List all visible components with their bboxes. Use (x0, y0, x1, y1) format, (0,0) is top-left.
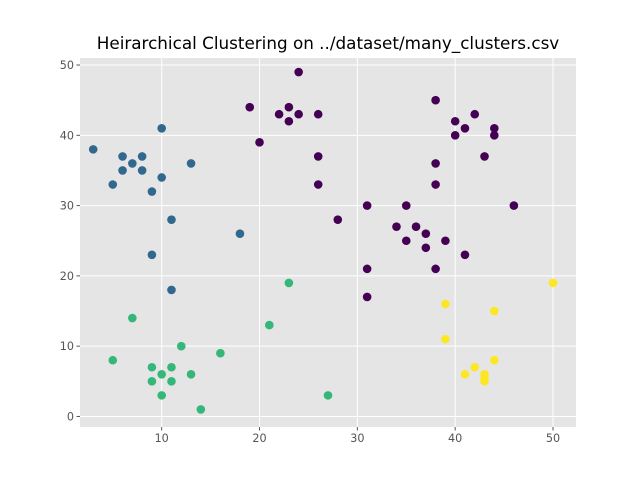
data-point-cluster-1 (480, 152, 489, 161)
data-point-cluster-2 (108, 180, 118, 189)
data-point-cluster-4 (460, 369, 470, 379)
data-point-cluster-2 (118, 152, 127, 161)
y-tick-label: 20 (60, 270, 74, 283)
data-point-cluster-1 (401, 236, 411, 246)
data-point-cluster-1 (431, 180, 440, 189)
y-tick-label: 50 (60, 59, 74, 72)
y-tick-label: 30 (60, 200, 74, 213)
x-tick-label: 10 (155, 432, 169, 445)
data-point-cluster-1 (411, 222, 421, 231)
data-point-cluster-1 (362, 201, 372, 210)
data-point-cluster-3 (167, 362, 176, 372)
data-point-cluster-1 (284, 116, 294, 126)
data-point-cluster-2 (167, 215, 176, 224)
data-point-cluster-2 (157, 173, 166, 182)
data-point-cluster-4 (490, 306, 499, 316)
data-point-cluster-1 (460, 250, 470, 260)
y-tick-label: 40 (60, 129, 74, 142)
x-axis: 10 20 30 40 50 (155, 427, 560, 445)
data-point-cluster-3 (108, 355, 118, 365)
data-point-cluster-2 (147, 250, 157, 260)
data-point-cluster-3 (196, 405, 206, 414)
data-point-cluster-2 (147, 187, 157, 196)
data-point-cluster-1 (490, 131, 499, 140)
chart-title: Heirarchical Clustering on ../dataset/ma… (97, 33, 560, 54)
data-point-cluster-2 (128, 159, 137, 168)
data-point-cluster-3 (147, 377, 157, 386)
data-point-cluster-3 (147, 362, 157, 372)
x-tick-label: 30 (350, 432, 364, 445)
data-point-cluster-1 (401, 201, 411, 210)
data-point-cluster-4 (490, 355, 499, 365)
data-point-cluster-2 (167, 285, 176, 295)
x-tick-label: 20 (252, 432, 266, 445)
data-point-cluster-3 (186, 369, 196, 379)
data-point-cluster-1 (450, 116, 460, 126)
data-point-cluster-1 (421, 229, 431, 239)
data-point-cluster-1 (509, 201, 519, 210)
data-point-cluster-1 (255, 138, 264, 147)
data-point-cluster-1 (294, 67, 303, 77)
data-point-cluster-4 (470, 362, 480, 372)
data-point-cluster-2 (137, 152, 147, 161)
data-point-cluster-4 (548, 278, 558, 288)
data-point-cluster-1 (421, 243, 431, 253)
data-point-cluster-1 (431, 264, 440, 274)
data-point-cluster-2 (186, 159, 196, 168)
data-point-cluster-3 (157, 369, 166, 379)
y-tick-label: 10 (60, 340, 74, 353)
data-point-cluster-2 (157, 123, 166, 133)
data-point-cluster-1 (431, 95, 440, 105)
data-point-cluster-1 (313, 180, 323, 189)
data-point-cluster-1 (245, 102, 255, 112)
data-point-cluster-3 (128, 313, 137, 323)
y-tick-label: 0 (67, 410, 74, 423)
data-points (88, 67, 558, 414)
data-point-cluster-1 (490, 123, 499, 133)
data-point-cluster-3 (323, 391, 333, 400)
x-tick-label: 40 (448, 432, 462, 445)
data-point-cluster-1 (284, 102, 294, 112)
data-point-cluster-1 (470, 109, 480, 119)
data-point-cluster-3 (167, 377, 176, 386)
data-point-cluster-1 (333, 215, 343, 224)
data-point-cluster-2 (137, 166, 147, 175)
data-point-cluster-3 (216, 348, 225, 358)
data-point-cluster-1 (313, 152, 323, 161)
data-point-cluster-1 (313, 109, 323, 119)
data-point-cluster-1 (294, 109, 303, 119)
data-point-cluster-3 (265, 320, 274, 330)
data-point-cluster-1 (441, 236, 450, 246)
data-point-cluster-4 (480, 377, 489, 386)
data-point-cluster-2 (235, 229, 245, 239)
data-point-cluster-1 (392, 222, 401, 231)
data-point-cluster-1 (274, 109, 284, 119)
x-tick-label: 50 (546, 432, 560, 445)
data-point-cluster-1 (362, 292, 372, 302)
data-point-cluster-3 (157, 391, 166, 400)
data-point-cluster-3 (176, 341, 186, 351)
data-point-cluster-1 (450, 131, 460, 140)
data-point-cluster-1 (460, 123, 470, 133)
data-point-cluster-2 (118, 166, 127, 175)
data-point-cluster-4 (441, 334, 450, 344)
data-point-cluster-3 (284, 278, 294, 288)
y-axis: 0 10 20 30 40 50 (60, 59, 80, 423)
data-point-cluster-1 (362, 264, 372, 274)
data-point-cluster-1 (431, 159, 440, 168)
data-point-cluster-4 (441, 299, 450, 309)
plot-area (80, 58, 576, 427)
data-point-cluster-2 (88, 145, 98, 154)
